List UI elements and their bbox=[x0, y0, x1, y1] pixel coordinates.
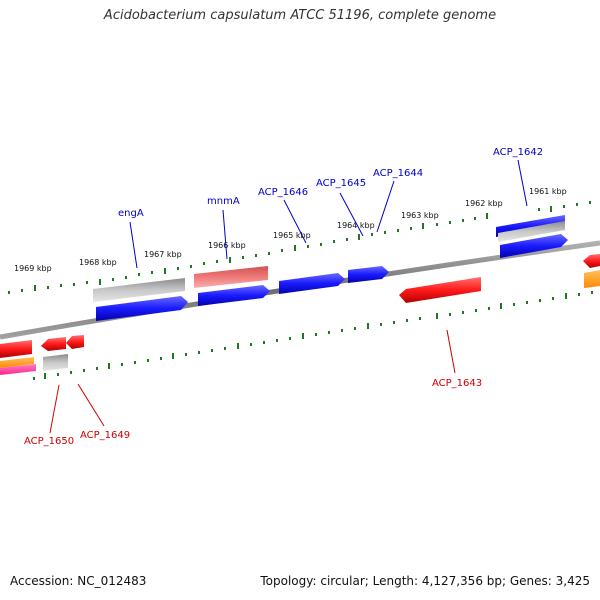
gene-feature[interactable] bbox=[0, 357, 34, 368]
gene-label-engA[interactable]: engA bbox=[118, 208, 144, 219]
kbp-label-1967: 1967 kbp bbox=[144, 250, 182, 259]
gene-feature[interactable] bbox=[194, 266, 268, 288]
gene-feature-engA[interactable] bbox=[96, 296, 188, 321]
gene-feature[interactable] bbox=[584, 270, 600, 288]
gene-label-ACP_1645[interactable]: ACP_1645 bbox=[316, 178, 366, 189]
inner-tick-ruler bbox=[33, 291, 593, 380]
gene-feature[interactable] bbox=[0, 364, 36, 375]
gene-feature[interactable] bbox=[498, 221, 565, 242]
kbp-label-1966: 1966 kbp bbox=[208, 241, 246, 250]
gene-label-ACP_1650[interactable]: ACP_1650 bbox=[24, 436, 74, 447]
reverse-genes bbox=[0, 254, 600, 375]
kbp-label-1965: 1965 kbp bbox=[273, 231, 311, 240]
genome-title: Acidobacterium capsulatum ATCC 51196, co… bbox=[103, 8, 497, 23]
kbp-label-1962: 1962 kbp bbox=[465, 199, 503, 208]
gene-label-ACP_1649[interactable]: ACP_1649 bbox=[80, 430, 130, 441]
gene-label-ACP_1644[interactable]: ACP_1644 bbox=[373, 168, 423, 179]
gene-feature-ACP_1643[interactable] bbox=[399, 277, 481, 303]
callout-lines bbox=[49, 159, 528, 434]
kbp-label-1961: 1961 kbp bbox=[529, 187, 567, 196]
forward-genes bbox=[93, 215, 568, 321]
gene-feature-ACP_1642[interactable] bbox=[500, 234, 568, 258]
gene-feature[interactable] bbox=[43, 354, 68, 371]
gene-label-mnmA[interactable]: mnmA bbox=[207, 196, 240, 207]
kbp-label-1964: 1964 kbp bbox=[337, 221, 375, 230]
gene-feature[interactable] bbox=[0, 340, 32, 358]
kbp-label-1969: 1969 kbp bbox=[14, 264, 52, 273]
accession-text: Accession: NC_012483 bbox=[10, 574, 147, 588]
kbp-label-1963: 1963 kbp bbox=[401, 211, 439, 220]
gene-label-ACP_1643[interactable]: ACP_1643 bbox=[432, 378, 482, 389]
gene-feature-ACP_1649[interactable] bbox=[66, 335, 84, 349]
kbp-label-1968: 1968 kbp bbox=[79, 258, 117, 267]
outer-tick-ruler bbox=[8, 201, 591, 294]
gene-feature[interactable] bbox=[583, 254, 600, 268]
genome-summary-text: Topology: circular; Length: 4,127,356 bp… bbox=[260, 574, 590, 588]
gene-feature-ACP_1650[interactable] bbox=[41, 337, 66, 351]
gene-feature-mnmA[interactable] bbox=[198, 285, 270, 306]
gene-feature[interactable] bbox=[93, 278, 185, 302]
gene-feature-ACP_1646[interactable] bbox=[279, 273, 345, 294]
gene-label-ACP_1646[interactable]: ACP_1646 bbox=[258, 187, 308, 198]
gene-label-ACP_1642[interactable]: ACP_1642 bbox=[493, 147, 543, 158]
gene-feature-ACP_1645[interactable] bbox=[348, 266, 389, 283]
